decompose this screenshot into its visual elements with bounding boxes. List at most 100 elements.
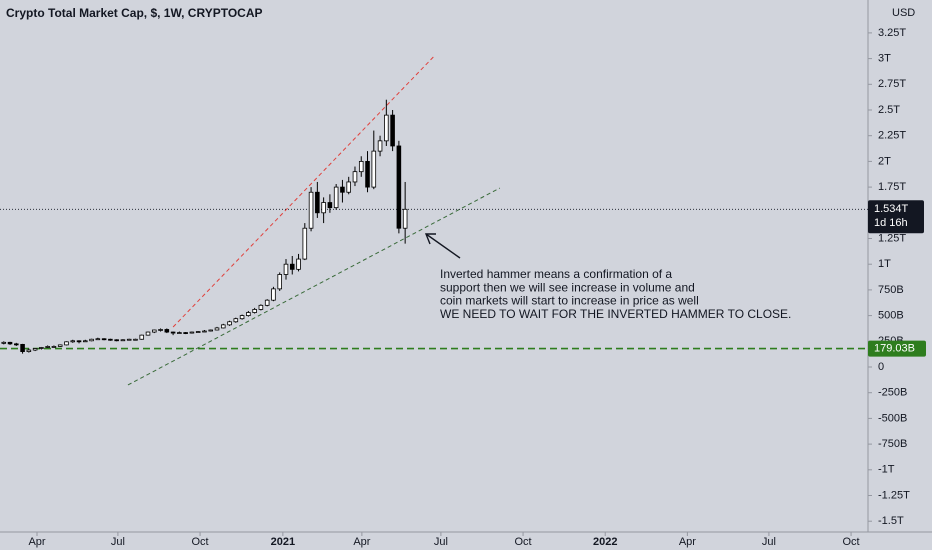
x-tick-label: Apr [679, 536, 696, 548]
x-tick-label: 2021 [271, 536, 295, 548]
candle-body [340, 186, 345, 193]
candle [177, 331, 182, 334]
candle-body [20, 343, 25, 352]
candle-body [57, 344, 63, 347]
y-tick-label: 2.75T [878, 78, 906, 90]
candle-body [258, 304, 264, 310]
candle-body [346, 181, 351, 193]
candle-body [51, 346, 57, 348]
candle [20, 343, 25, 354]
price-label: 1.534T [874, 203, 909, 215]
candle-body [289, 263, 295, 270]
candle [302, 223, 308, 261]
candle [352, 166, 358, 187]
y-tick-label: 3.25T [878, 27, 906, 39]
candle-body [352, 171, 358, 183]
candle [214, 326, 220, 331]
candle-body [126, 338, 132, 341]
y-tick-label: -500B [878, 412, 907, 424]
y-tick-label: 2T [878, 155, 891, 167]
x-tick-label: 2022 [593, 536, 617, 548]
candle [51, 345, 57, 348]
candle [327, 194, 333, 213]
y-tick-label: -1.5T [878, 515, 904, 527]
candle [377, 135, 383, 157]
candle-body [158, 329, 163, 331]
candle [39, 346, 44, 350]
candle-body [32, 348, 38, 351]
candle [340, 179, 345, 203]
y-tick-label: 500B [878, 310, 904, 322]
candle-body [239, 315, 245, 320]
candle [321, 197, 326, 224]
candle-body [315, 191, 320, 214]
candle-body [95, 338, 101, 341]
candle-body [327, 202, 333, 209]
candle [371, 130, 377, 190]
candle-body [384, 114, 389, 142]
candle [32, 347, 38, 352]
candle [239, 314, 245, 320]
y-tick-label: 750B [878, 284, 904, 296]
candle-body [189, 331, 195, 334]
candle [289, 255, 295, 275]
candle-body [264, 299, 270, 306]
candle-body [321, 202, 326, 214]
support-label: 179.03B [874, 343, 915, 355]
candle [133, 338, 138, 341]
candle-body [202, 330, 207, 333]
candle [384, 99, 389, 146]
candle [252, 307, 257, 314]
arrow [424, 233, 461, 259]
y-tick-label: -250B [878, 387, 907, 399]
candle [233, 317, 239, 323]
y-tick-label: 2.25T [878, 130, 906, 142]
candle [145, 331, 151, 336]
candle [152, 329, 157, 334]
candle [283, 259, 289, 280]
candle [14, 342, 19, 346]
currency-label: USD [892, 7, 915, 19]
candle [246, 310, 251, 317]
candle-body [7, 341, 13, 345]
x-tick-label: Jul [111, 536, 125, 548]
annotation-line: coin markets will start to increase in p… [440, 294, 699, 308]
candle-body [246, 312, 251, 317]
candle-body [76, 340, 82, 343]
candle-body [108, 338, 113, 341]
candle [89, 338, 94, 342]
x-tick-label: Apr [28, 536, 45, 548]
candle [164, 328, 170, 334]
candle-body [170, 331, 176, 334]
candle-body [402, 208, 408, 229]
y-tick-label: 1.25T [878, 232, 906, 244]
candle-body [133, 338, 138, 341]
candle [183, 332, 188, 335]
candle [170, 331, 176, 336]
candle-body [183, 332, 188, 334]
candle-body [145, 331, 151, 336]
candle [70, 339, 76, 343]
x-tick-label: Apr [353, 536, 370, 548]
candle-body [152, 329, 157, 333]
annotation-line: WE NEED TO WAIT FOR THE INVERTED HAMMER … [440, 307, 791, 321]
candle [264, 299, 270, 307]
candle [227, 320, 232, 326]
candle-body [365, 160, 370, 188]
candle [396, 140, 402, 234]
candle [271, 286, 276, 302]
candle-body [233, 318, 239, 323]
y-tick-label: 2.5T [878, 104, 900, 116]
candle-body [271, 288, 276, 301]
candle-body [377, 140, 383, 152]
x-tick-label: Jul [434, 536, 448, 548]
candle [258, 304, 264, 311]
candle [220, 323, 226, 329]
candle-body [396, 145, 402, 229]
candle [202, 329, 207, 333]
candle-body [39, 347, 44, 349]
candle [195, 331, 201, 333]
y-tick-label: -1T [878, 464, 895, 476]
candle-body [177, 332, 182, 334]
